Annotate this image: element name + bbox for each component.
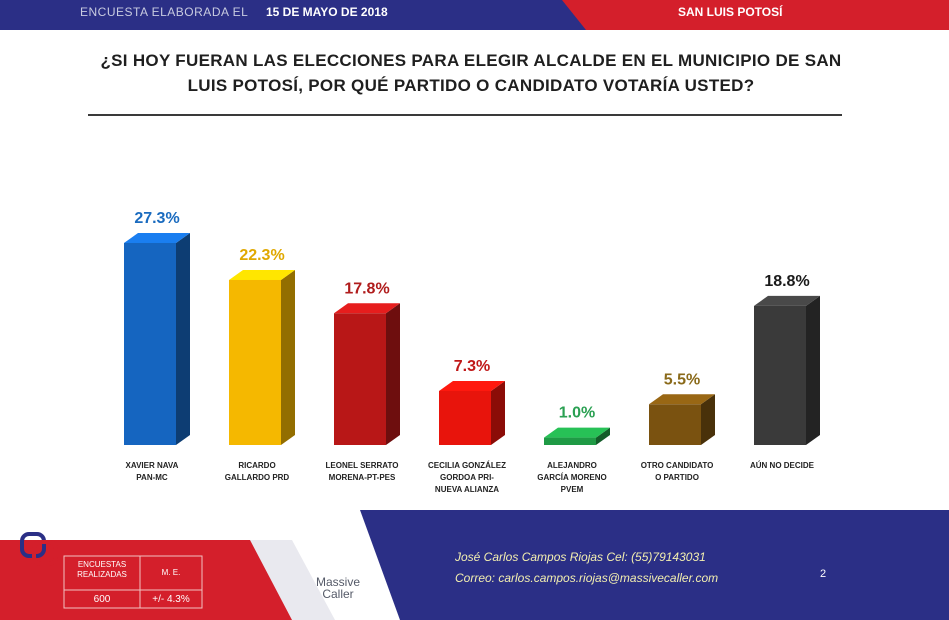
category-label-5: OTRO CANDIDATO O PARTIDO — [641, 461, 714, 482]
bar-top-6 — [754, 295, 820, 306]
category-label-3: CECILIA GONZÁLEZ GORDOA PRI-NUEVA ALIANZA — [428, 461, 506, 494]
page-number: 2 — [820, 568, 827, 580]
bar-side-1 — [281, 269, 295, 445]
bar-front-4 — [544, 437, 596, 445]
logo-wordmark-line-2: Caller — [322, 587, 354, 601]
bar-top-0 — [124, 232, 190, 243]
data-label-4: 1.0% — [559, 405, 595, 422]
contact-email: Correo: carlos.campos.riojas@massivecall… — [455, 571, 719, 585]
data-label-3: 7.3% — [454, 358, 490, 375]
chart-title-line-2: LUIS POTOSÍ, POR QUÉ PARTIDO O CANDIDATO… — [187, 76, 755, 95]
category-label-2: LEONEL SERRATO MORENA-PT-PES — [326, 461, 399, 482]
data-label-6: 18.8% — [764, 273, 809, 290]
footer-blue-panel — [360, 510, 949, 620]
data-label-2: 17.8% — [344, 280, 389, 297]
bar-side-4 — [596, 427, 610, 445]
bar-side-5 — [701, 394, 715, 445]
bar-side-3 — [491, 380, 505, 445]
survey-label: ENCUESTA ELABORADA EL — [80, 5, 249, 19]
top-banner-shapes — [0, 0, 949, 30]
category-label-1: RICARDO GALLARDO PRD — [225, 461, 290, 482]
footer-white-stripe — [250, 540, 335, 620]
bar-2 — [334, 303, 400, 445]
bar-top-1 — [229, 269, 295, 280]
bar-0 — [124, 232, 190, 445]
top-banner-blue — [0, 0, 586, 30]
massive-caller-logo-icon — [20, 532, 58, 566]
bar-top-3 — [439, 380, 505, 391]
bar-front-0 — [124, 242, 176, 445]
bar-6 — [754, 295, 820, 445]
bar-front-3 — [439, 390, 491, 445]
bar-top-4 — [544, 427, 610, 438]
category-label-0: XAVIER NAVA PAN-MC — [126, 461, 179, 482]
logo-wordmark-line-1: Massive — [315, 575, 360, 589]
stats-header-surveys: ENCUESTAS REALIZADAS — [77, 560, 127, 579]
stats-table-border — [63, 555, 203, 609]
category-label-6: AÚN NO DECIDE — [750, 461, 815, 470]
logo-wordmark: Massive Caller — [298, 576, 378, 600]
data-label-1: 22.3% — [239, 247, 284, 264]
bar-front-2 — [334, 313, 386, 445]
bar-front-6 — [754, 305, 806, 445]
footer: ENCUESTAS REALIZADAS M. E. 600 +/- 4.3% … — [0, 510, 949, 620]
bar-top-2 — [334, 303, 400, 314]
stats-value-surveys: 600 — [93, 594, 111, 605]
data-label-5: 5.5% — [664, 371, 700, 388]
bar-front-5 — [649, 404, 701, 445]
bar-3 — [439, 380, 505, 445]
bar-side-2 — [386, 303, 400, 445]
survey-date: 15 DE MAYO DE 2018 — [266, 5, 388, 19]
stats-value-margin: +/- 4.3% — [152, 594, 190, 605]
footer-red-panel — [0, 540, 300, 620]
category-label-4: ALEJANDRO GARCÍA MORENO PVEM — [537, 461, 606, 494]
bar-side-0 — [176, 232, 190, 445]
bar-chart: 27.3% XAVIER NAVA PAN-MC 22.3% RICARDO GALLAR… — [124, 210, 820, 494]
contact-phone: José Carlos Campos Riojas Cel: (55)79143… — [455, 550, 706, 564]
stats-header-margin: M. E. — [161, 568, 181, 577]
data-label-0: 27.3% — [134, 210, 179, 227]
chart-title-line-1: ¿SI HOY FUERAN LAS ELECCIONES PARA ELEGI… — [100, 51, 842, 70]
bar-1 — [229, 269, 295, 445]
bar-top-5 — [649, 394, 715, 405]
bar-5 — [649, 394, 715, 445]
chart-title: ¿SI HOY FUERAN LAS ELECCIONES PARA ELEGI… — [95, 48, 847, 98]
footer-shapes — [0, 510, 949, 620]
bar-front-1 — [229, 279, 281, 445]
region-label: SAN LUIS POTOSÍ — [678, 5, 783, 19]
top-banner: ENCUESTA ELABORADA EL 15 DE MAYO DE 2018… — [0, 0, 949, 30]
title-divider — [88, 114, 842, 116]
bar-side-6 — [806, 295, 820, 445]
bar-4 — [544, 427, 610, 445]
